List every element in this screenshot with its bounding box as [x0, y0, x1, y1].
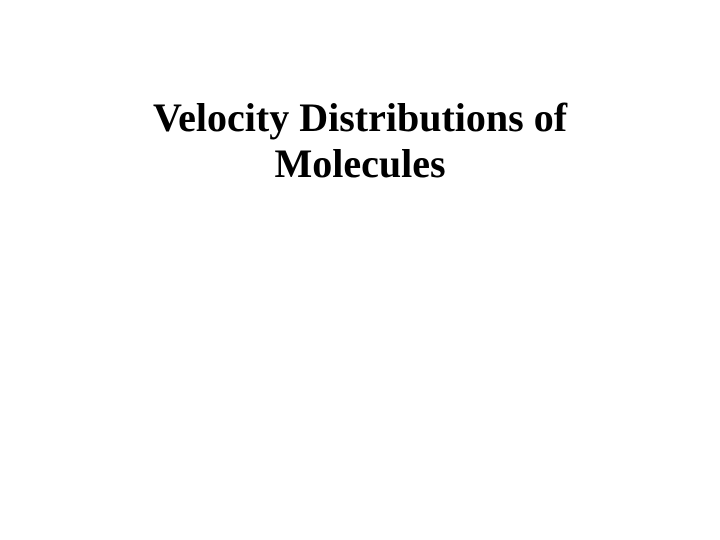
slide-container: Velocity Distributions of Molecules [0, 0, 720, 540]
slide-title: Velocity Distributions of Molecules [80, 95, 640, 187]
